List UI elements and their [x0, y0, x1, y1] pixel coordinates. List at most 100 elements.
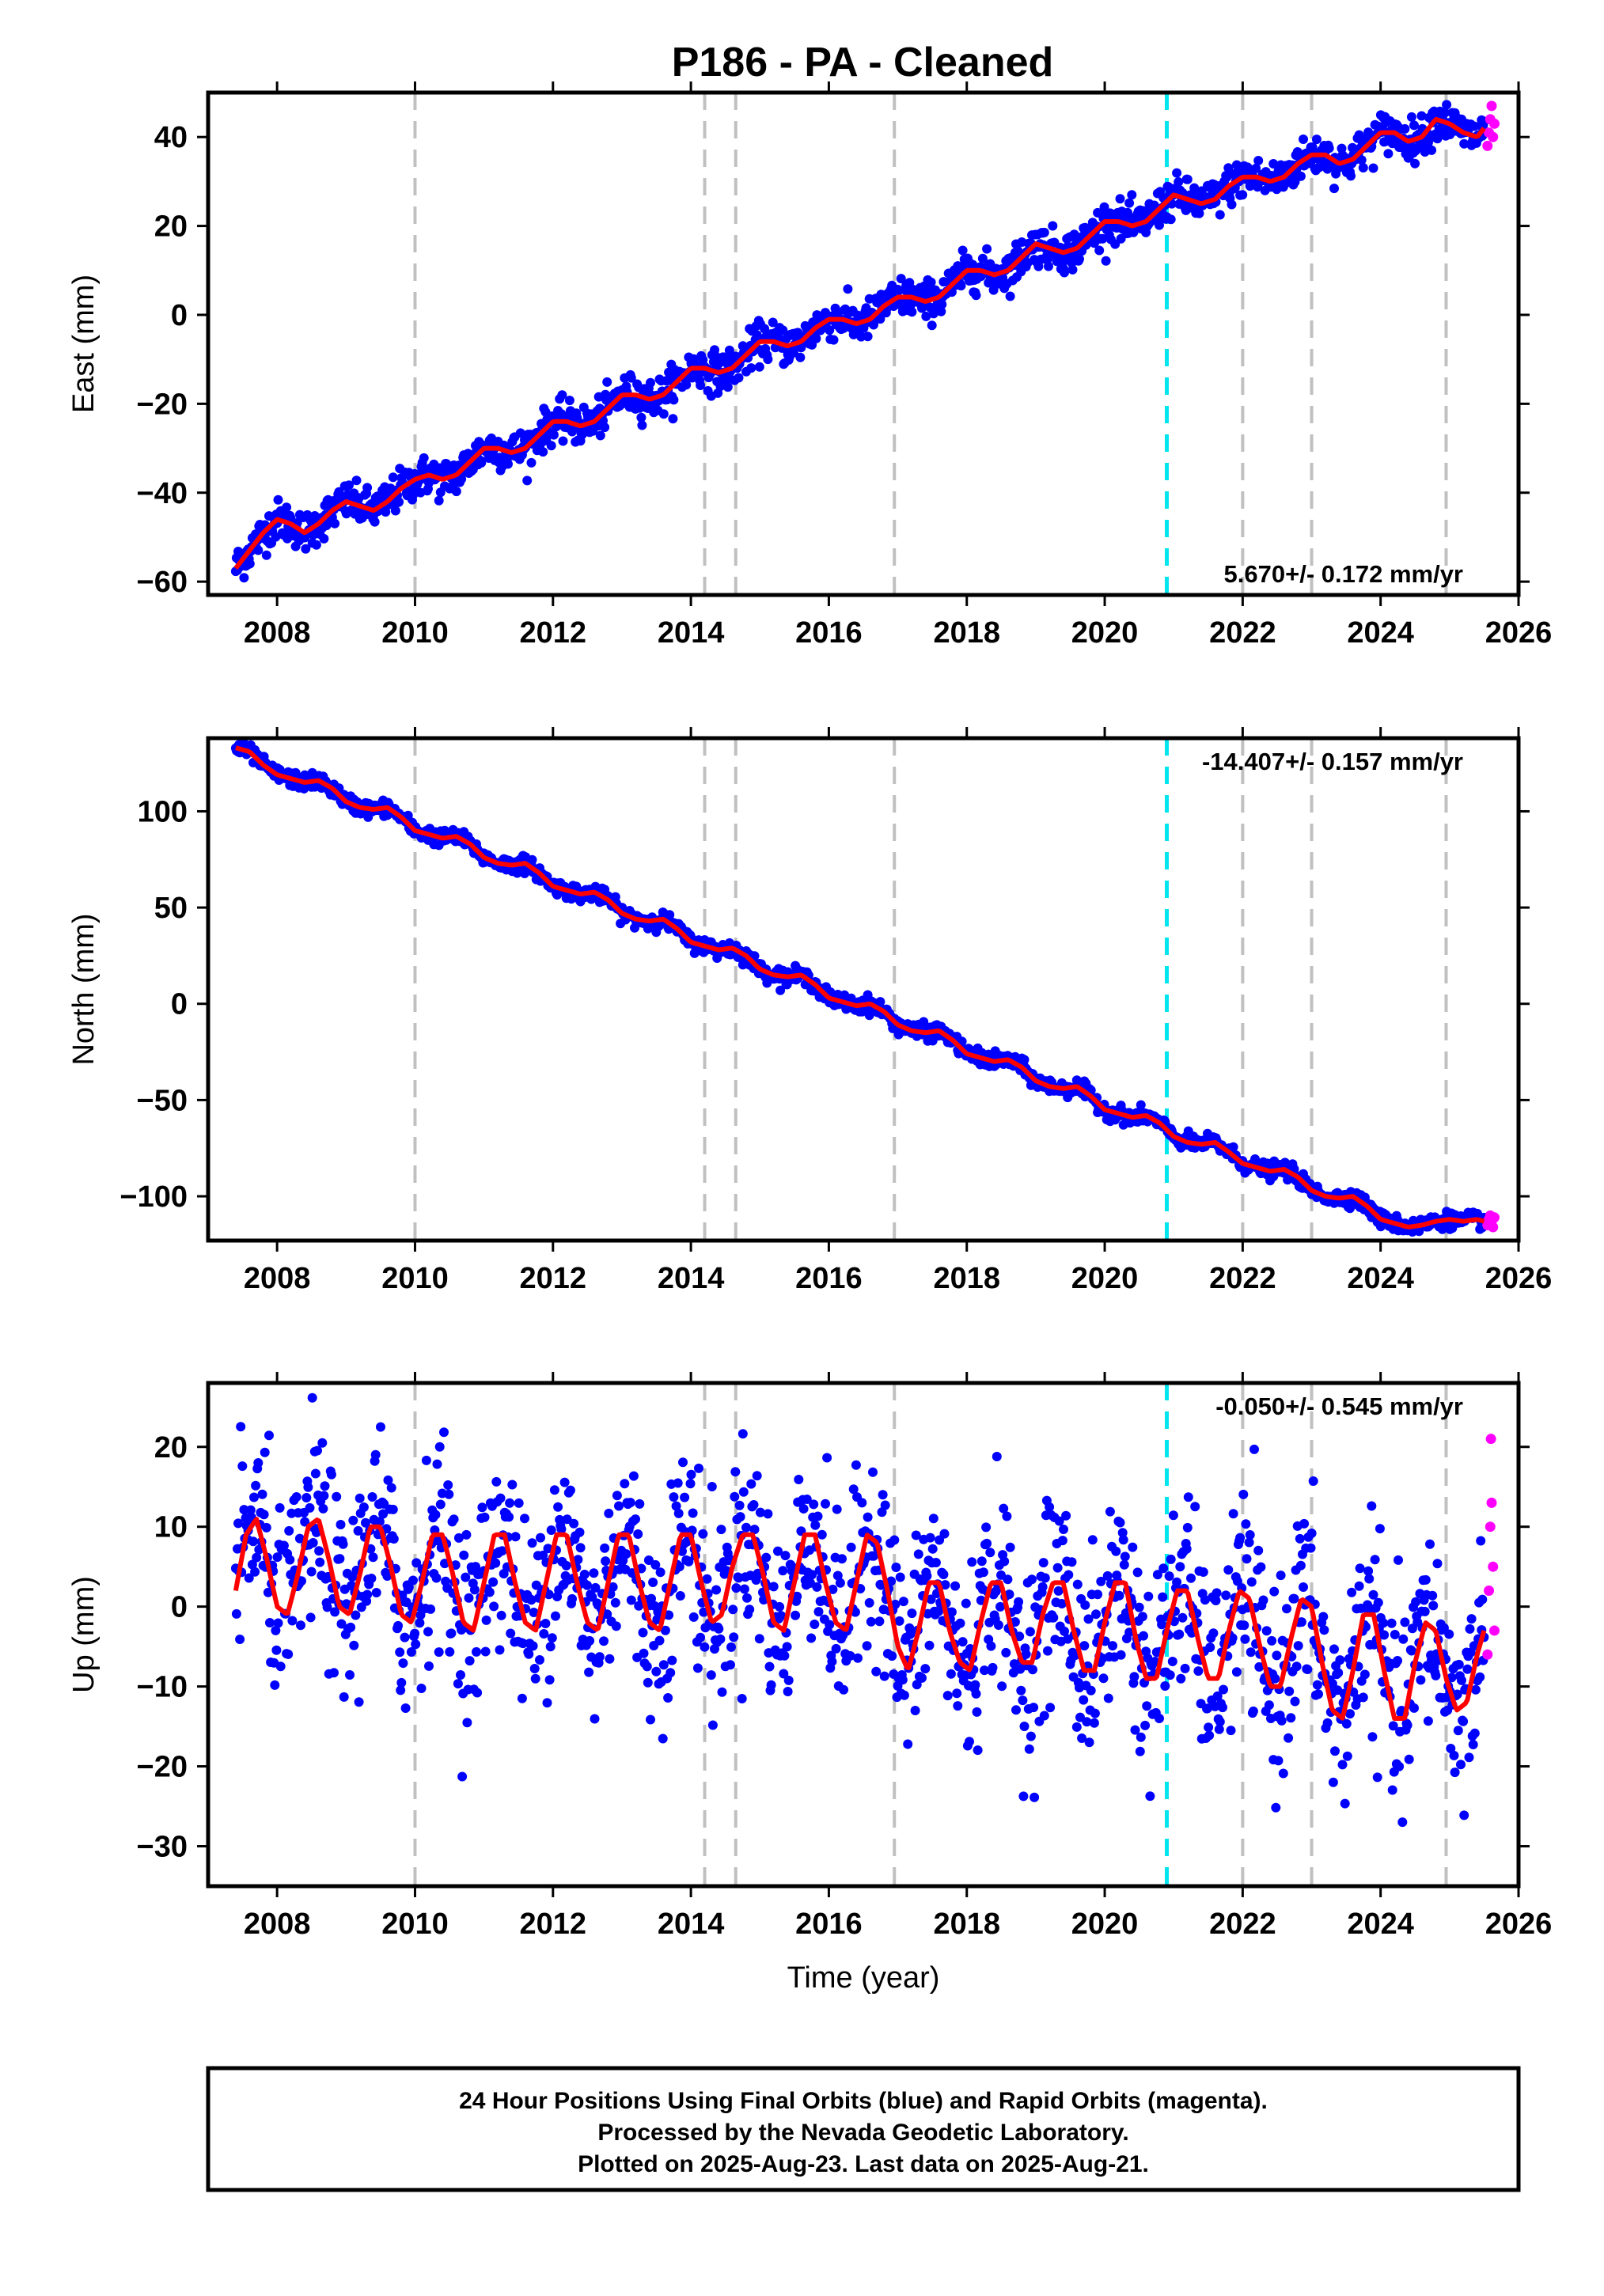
final-point	[636, 412, 647, 422]
final-point	[367, 1492, 377, 1502]
final-point	[1444, 1629, 1454, 1639]
final-point	[988, 1662, 998, 1673]
final-point	[729, 1632, 739, 1642]
final-point	[825, 1620, 835, 1630]
final-point	[875, 997, 885, 1007]
final-point	[1221, 1590, 1231, 1601]
final-point	[315, 1557, 325, 1567]
y-tick-label: −100	[119, 1180, 188, 1214]
final-point	[1235, 1533, 1246, 1543]
final-point	[910, 1706, 920, 1715]
final-point	[393, 1620, 404, 1631]
final-point	[1270, 1673, 1280, 1684]
final-point	[319, 1491, 329, 1501]
final-point	[465, 1656, 475, 1666]
final-point	[999, 1556, 1010, 1567]
final-point	[1400, 123, 1410, 134]
final-point	[1016, 1685, 1026, 1695]
final-point	[1183, 1492, 1193, 1502]
final-point	[924, 1640, 935, 1650]
final-point	[921, 311, 931, 321]
final-point	[1177, 1612, 1188, 1623]
final-point	[404, 1582, 414, 1593]
final-point	[573, 1555, 583, 1565]
final-point	[311, 540, 321, 550]
x-tick-label: 2012	[520, 1908, 587, 1941]
final-point	[1406, 112, 1416, 122]
final-point	[1278, 1768, 1288, 1779]
final-point	[394, 497, 404, 507]
x-tick-label: 2022	[1209, 1262, 1276, 1295]
final-point	[1193, 1666, 1204, 1677]
final-point	[398, 1658, 408, 1669]
final-point	[722, 382, 733, 392]
final-point	[472, 1646, 481, 1657]
final-point	[711, 1585, 722, 1595]
final-point	[526, 1595, 537, 1605]
final-point	[1303, 1665, 1313, 1674]
final-point	[696, 1632, 706, 1642]
final-point	[702, 1574, 712, 1584]
final-point	[926, 1594, 936, 1605]
final-point	[451, 487, 461, 497]
final-point	[1272, 1650, 1282, 1661]
final-point	[313, 1445, 322, 1456]
final-point	[1142, 1701, 1152, 1711]
final-point	[997, 1681, 1007, 1692]
final-point	[1043, 1646, 1052, 1656]
x-tick-label: 2012	[520, 1262, 587, 1295]
final-point	[1059, 1525, 1068, 1534]
final-point	[761, 1552, 772, 1563]
final-point	[895, 1572, 905, 1582]
final-point	[1346, 171, 1356, 181]
final-point	[351, 1610, 361, 1620]
final-point	[1335, 1655, 1345, 1665]
final-point	[1061, 1510, 1071, 1521]
final-point	[746, 1479, 756, 1489]
final-point	[1364, 1574, 1375, 1584]
final-point	[1045, 1502, 1055, 1512]
final-point	[515, 428, 525, 438]
x-tick-label: 2018	[933, 1908, 1000, 1941]
final-point	[911, 1530, 921, 1540]
final-point	[251, 1480, 261, 1491]
final-point	[415, 1610, 426, 1620]
final-point	[480, 1512, 490, 1522]
y-tick-label: 0	[171, 299, 188, 332]
final-point	[928, 1514, 939, 1524]
final-point	[549, 1485, 559, 1495]
final-point	[1029, 1703, 1039, 1713]
final-point	[1456, 1760, 1466, 1770]
final-point	[655, 1567, 665, 1578]
final-point	[233, 1518, 243, 1529]
x-tick-label: 2026	[1485, 616, 1553, 650]
final-point	[1290, 1696, 1300, 1707]
final-point	[1175, 1562, 1185, 1572]
final-point	[674, 1562, 684, 1572]
final-point	[415, 1618, 425, 1628]
final-point	[1115, 1517, 1125, 1528]
final-point	[1072, 1579, 1083, 1589]
y-tick-label: 20	[154, 1431, 188, 1464]
final-point	[1470, 1684, 1481, 1695]
final-point	[726, 1660, 735, 1670]
final-point	[734, 373, 744, 383]
final-point	[698, 1529, 708, 1539]
final-point	[1098, 1673, 1109, 1684]
final-point	[461, 1572, 471, 1582]
final-point	[245, 559, 255, 569]
final-point	[1367, 1732, 1378, 1742]
final-point	[336, 1619, 347, 1629]
final-point	[410, 1628, 420, 1639]
final-point	[590, 1714, 600, 1724]
final-point	[696, 381, 706, 390]
final-point	[1028, 1665, 1037, 1675]
footer-line-orbits: 24 Hour Positions Using Final Orbits (bl…	[459, 2088, 1268, 2114]
final-point	[714, 1623, 724, 1634]
final-point	[389, 1534, 399, 1544]
final-point	[497, 1546, 507, 1556]
final-point	[552, 422, 561, 432]
final-point	[985, 1548, 995, 1558]
y-tick-label: −60	[137, 566, 188, 599]
final-point	[1039, 1711, 1049, 1721]
